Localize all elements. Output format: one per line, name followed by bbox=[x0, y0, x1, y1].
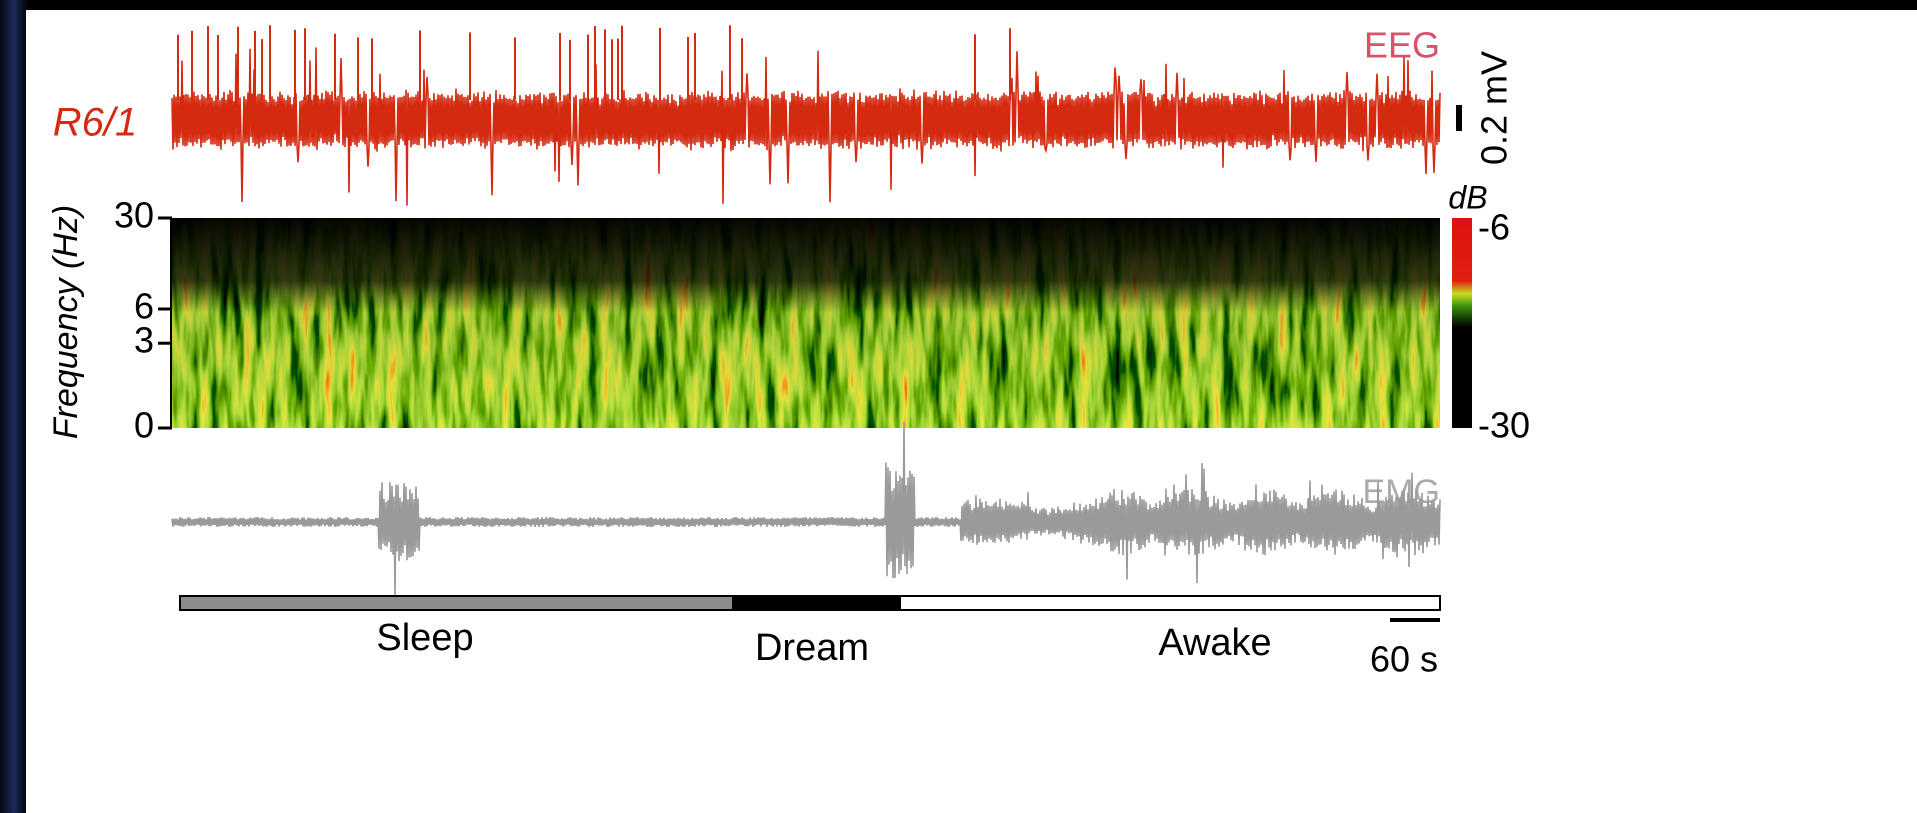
state-segment bbox=[899, 595, 1441, 611]
eeg-title: EEG bbox=[1364, 25, 1440, 66]
state-segment bbox=[179, 595, 734, 611]
colorbar-tick-label: -30 bbox=[1478, 405, 1530, 446]
state-segment bbox=[732, 595, 901, 611]
spectrogram-fade bbox=[172, 218, 1440, 428]
scale-bar bbox=[1456, 105, 1462, 131]
state-label: Awake bbox=[1158, 622, 1271, 664]
eeg-label: R6/1 bbox=[53, 101, 138, 145]
y-tick-label: 3 bbox=[134, 320, 154, 361]
colorbar-label: dB bbox=[1448, 179, 1487, 215]
state-label: Dream bbox=[755, 627, 869, 669]
y-axis-label: Frequency (Hz) bbox=[47, 205, 85, 439]
eeg-trace bbox=[171, 47, 1441, 206]
y-tick-label: 6 bbox=[134, 286, 154, 327]
time-scale-label: 60 s bbox=[1370, 639, 1438, 680]
emg-trace bbox=[171, 421, 1441, 597]
time-scale-bar bbox=[1390, 618, 1440, 622]
y-tick-label: 30 bbox=[114, 195, 154, 236]
colorbar bbox=[1452, 218, 1472, 428]
y-tick-label: 0 bbox=[134, 405, 154, 446]
state-label: Sleep bbox=[376, 617, 473, 659]
scale-label: 0.2 mV bbox=[1474, 51, 1515, 165]
colorbar-tick-label: -6 bbox=[1478, 207, 1510, 248]
edge-shade bbox=[0, 0, 28, 813]
